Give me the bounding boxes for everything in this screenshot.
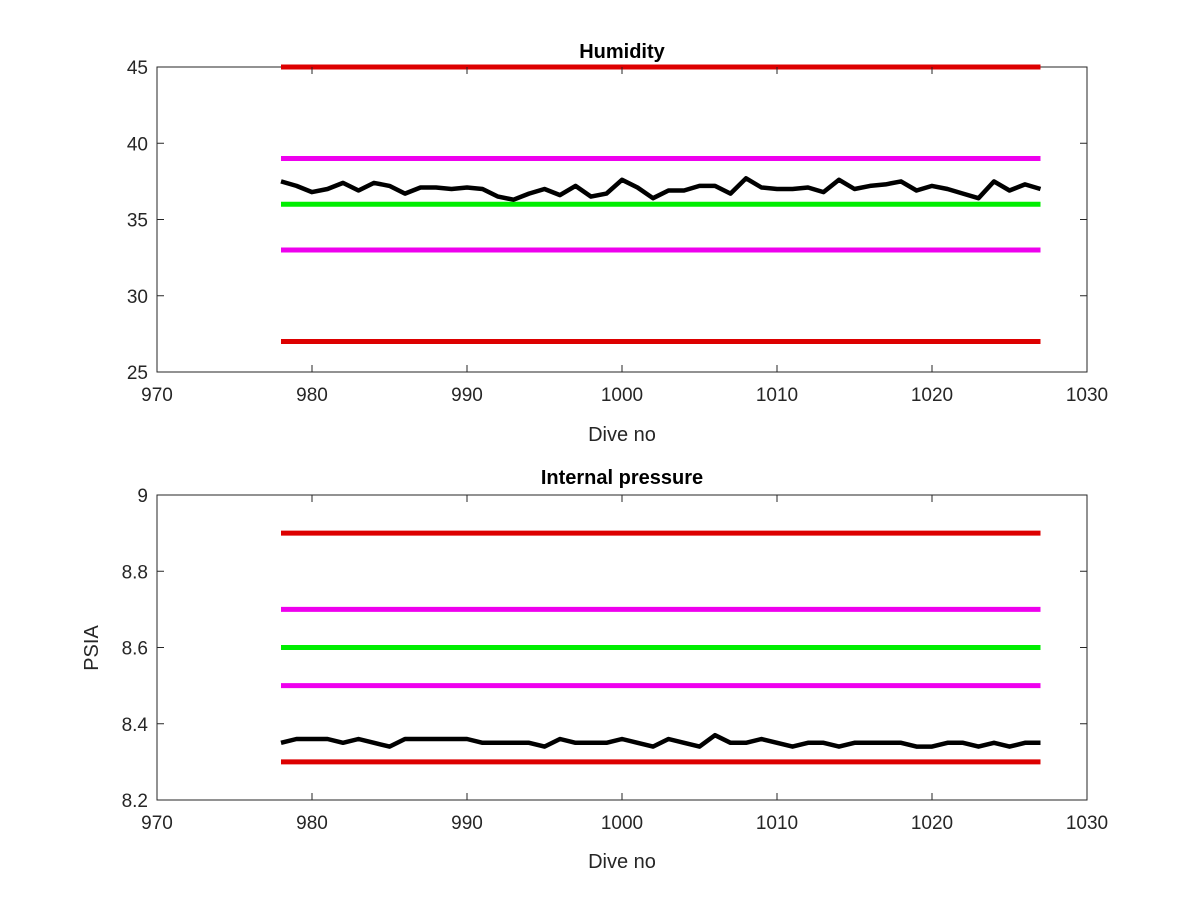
- x-tick-label: 1000: [601, 385, 643, 406]
- humidity-x-ticks: 970 980 990 1000 1010 1020 1030: [141, 67, 1108, 406]
- y-tick-label: 8.4: [122, 715, 149, 736]
- y-tick-label: 35: [127, 211, 148, 232]
- y-tick-label: 9: [137, 486, 148, 507]
- y-tick-label: 8.8: [122, 562, 148, 583]
- pressure-limit-lines: [281, 530, 1041, 765]
- x-tick-label: 1020: [911, 813, 953, 834]
- y-tick-label: 30: [127, 287, 148, 308]
- humidity-y-ticks: 25 30 35 40 45: [127, 58, 1087, 384]
- humidity-limit-lines: [281, 64, 1041, 344]
- x-tick-label: 970: [141, 385, 173, 406]
- pressure-x-ticks: 970 980 990 1000 1010 1020 1030: [141, 495, 1108, 834]
- pressure-series: [280, 732, 1041, 749]
- x-tick-label: 980: [296, 385, 328, 406]
- y-tick-label: 8.2: [122, 791, 148, 812]
- pressure-y-axis-label: PSIA: [81, 625, 103, 671]
- humidity-x-axis-label: Dive no: [588, 424, 656, 446]
- humidity-subplot: 970 980 990 1000 1010 1020 1030 25 30 35 40 45 Hum…: [127, 41, 1108, 446]
- x-tick-label: 990: [451, 813, 483, 834]
- x-tick-label: 1020: [911, 385, 953, 406]
- y-tick-label: 25: [127, 363, 148, 384]
- humidity-chart-title: Humidity: [579, 41, 665, 63]
- y-tick-label: 45: [127, 58, 148, 79]
- x-tick-label: 1030: [1066, 813, 1108, 834]
- x-tick-label: 980: [296, 813, 328, 834]
- series-line: [280, 732, 1041, 749]
- pressure-y-ticks: 8.2 8.4 8.6 8.8 9: [122, 486, 1087, 812]
- humidity-series: [280, 176, 1042, 202]
- pressure-subplot: 970 980 990 1000 1010 1020 1030 8.28.48.68.89 …: [81, 467, 1108, 873]
- series-line: [280, 176, 1042, 202]
- x-tick-label: 1010: [756, 813, 798, 834]
- pressure-chart-title: Internal pressure: [541, 467, 703, 489]
- x-tick-label: 1010: [756, 385, 798, 406]
- x-tick-label: 1030: [1066, 385, 1108, 406]
- x-tick-label: 990: [451, 385, 483, 406]
- humidity-plot-area: [156, 66, 1088, 373]
- x-tick-label: 1000: [601, 813, 643, 834]
- y-tick-label: 8.6: [122, 639, 148, 660]
- pressure-x-axis-label: Dive no: [588, 851, 656, 873]
- y-tick-label: 40: [127, 134, 148, 155]
- x-tick-label: 970: [141, 813, 173, 834]
